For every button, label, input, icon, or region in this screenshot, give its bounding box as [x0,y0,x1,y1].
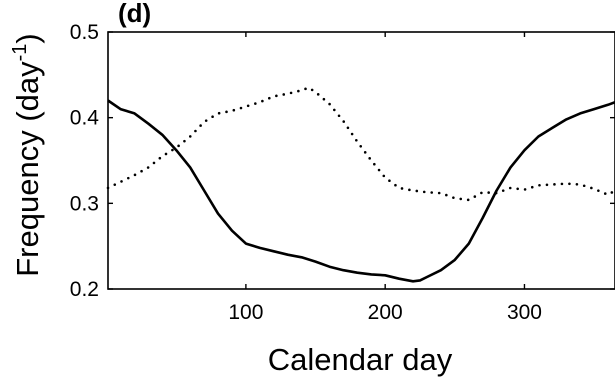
y-axis-title-main: Frequency (day [10,61,45,277]
x-tick-label: 200 [368,301,403,324]
plot-frame [107,31,615,290]
plot-area [106,86,615,283]
y-tick-label: 0.5 [70,21,99,44]
axes: 100 200 300 0.2 0.3 0.4 0.5 [70,21,615,324]
y-axis-title-exponent: -1 [9,44,31,62]
chart-labels: (d) Calendar day Frequency (day-1) [9,0,453,377]
dotted-series-line [106,86,615,202]
x-axis-title: Calendar day [268,342,453,377]
solid-series-line [107,99,615,283]
panel-label: (d) [118,0,151,28]
y-axis-title: Frequency (day-1) [9,33,45,277]
x-tick-label: 300 [507,301,542,324]
y-tick-label: 0.3 [70,192,99,215]
y-tick-label: 0.2 [70,278,99,301]
y-tick-label: 0.4 [70,107,100,130]
x-tick-label: 100 [228,301,263,324]
y-axis-title-close: ) [10,33,45,43]
